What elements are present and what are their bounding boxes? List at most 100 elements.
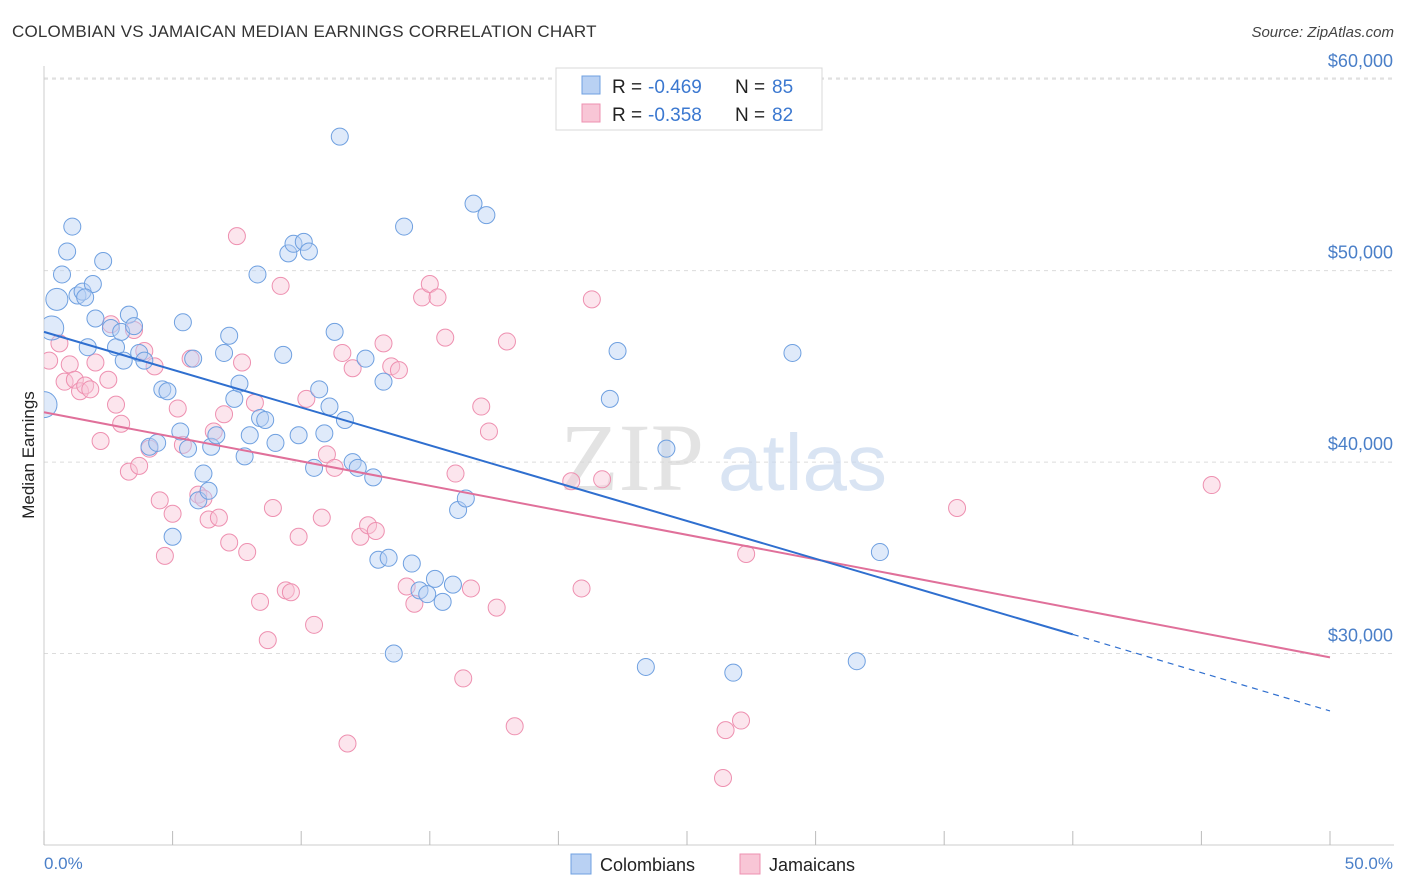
colombian-point [53, 265, 72, 284]
jamaican-point [333, 343, 352, 362]
colombian-point [179, 439, 198, 458]
colombian-point [279, 244, 298, 263]
jamaican-point [101, 315, 120, 334]
jamaican-point [389, 361, 408, 380]
colombian-point [199, 481, 218, 500]
colombian-point [636, 657, 655, 676]
x-tick-label-min: 0.0% [44, 854, 83, 873]
colombian-point [119, 305, 138, 324]
legend-n-value-2: 82 [772, 105, 793, 126]
jamaicans-trend-line [43, 411, 1331, 659]
jamaican-point [107, 395, 126, 414]
jamaican-point [44, 351, 59, 370]
colombian-point [76, 288, 95, 307]
jamaican-point [263, 499, 282, 518]
colombian-point [45, 287, 69, 311]
chart-source: Source: ZipAtlas.com [1251, 24, 1394, 41]
jamaican-point [99, 370, 118, 389]
jamaican-point [112, 414, 131, 433]
bottom-swatch-jamaicans [739, 853, 761, 875]
colombian-point [294, 232, 313, 251]
jamaican-point [220, 533, 239, 552]
bottom-swatch-colombians [570, 853, 592, 875]
colombian-point [86, 309, 105, 328]
colombian-point [194, 464, 213, 483]
colombians-points [44, 127, 889, 682]
jamaican-point [238, 543, 257, 562]
colombian-point [148, 433, 167, 452]
jamaican-point [714, 768, 733, 787]
legend-n-value-1: 85 [772, 77, 793, 98]
legend-r-label-1: R = [612, 77, 642, 98]
colombian-point [83, 275, 102, 294]
colombian-point [171, 422, 190, 441]
legend-n-label-2: N = [735, 105, 765, 126]
watermark-atlas: atlas [718, 418, 887, 507]
jamaican-point [245, 393, 264, 412]
colombian-point [158, 382, 177, 401]
colombians-trend-extension [1072, 633, 1331, 712]
chart-title: COLOMBIAN VS JAMAICAN MEDIAN EARNINGS CO… [12, 22, 597, 41]
y-tick-label: $30,000 [1328, 626, 1393, 646]
jamaican-point [472, 397, 491, 416]
jamaican-point [436, 328, 455, 347]
jamaican-point [233, 353, 252, 372]
colombian-point [433, 592, 452, 611]
colombian-point [163, 527, 182, 546]
jamaican-point [297, 389, 316, 408]
colombian-point [847, 652, 866, 671]
jamaican-point [251, 592, 270, 611]
colombian-point [94, 252, 113, 271]
legend-n-label-1: N = [735, 77, 765, 98]
stats-legend: R = -0.469 N = 85 R = -0.358 N = 82 [555, 67, 823, 131]
jamaican-point [271, 276, 290, 295]
legend-swatch-jamaicans [581, 103, 601, 123]
jamaican-point [65, 370, 84, 389]
jamaican-point [209, 508, 228, 527]
colombian-point [274, 345, 293, 364]
colombian-point [320, 397, 339, 416]
jamaican-point [505, 717, 524, 736]
watermark: ZIP atlas [560, 404, 887, 511]
colombian-point [207, 426, 226, 445]
colombian-point [330, 127, 349, 146]
series-legend: Colombians Jamaicans [570, 853, 855, 875]
colombian-point [58, 242, 77, 261]
jamaican-point [479, 422, 498, 441]
colombian-point [464, 194, 483, 213]
jamaican-point [215, 405, 234, 424]
colombian-point [374, 372, 393, 391]
jamaican-point [454, 669, 473, 688]
colombian-point [101, 319, 120, 338]
colombian-point [364, 468, 383, 487]
jamaican-point [305, 615, 324, 634]
bottom-legend-colombians: Colombians [600, 855, 695, 875]
jamaican-point [732, 711, 751, 730]
colombian-point [299, 242, 318, 261]
jamaican-point [343, 359, 362, 378]
jamaican-point [461, 579, 480, 598]
jamaican-point [91, 432, 110, 451]
y-axis-label: Median Earnings [19, 391, 38, 519]
colombian-point [256, 410, 275, 429]
colombian-point [44, 391, 58, 419]
colombian-point [266, 433, 285, 452]
jamaican-point [716, 721, 735, 740]
colombian-point [600, 389, 619, 408]
legend-r-value-2: -0.358 [648, 105, 702, 126]
jamaican-point [366, 522, 385, 540]
colombian-point [310, 380, 329, 399]
axes: $30,000 $40,000 $50,000 $60,000 0.0% 50.0% [43, 51, 1394, 873]
y-tick-label: $50,000 [1328, 243, 1393, 263]
colombian-point [220, 326, 239, 345]
jamaican-point [572, 579, 591, 598]
jamaican-point [428, 288, 447, 307]
jamaican-point [60, 355, 79, 374]
colombian-point [443, 575, 462, 594]
jamaican-point [446, 464, 465, 483]
colombian-point [356, 349, 375, 368]
legend-r-label-2: R = [612, 105, 642, 126]
colombian-point [608, 342, 627, 361]
jamaican-point [420, 275, 439, 294]
